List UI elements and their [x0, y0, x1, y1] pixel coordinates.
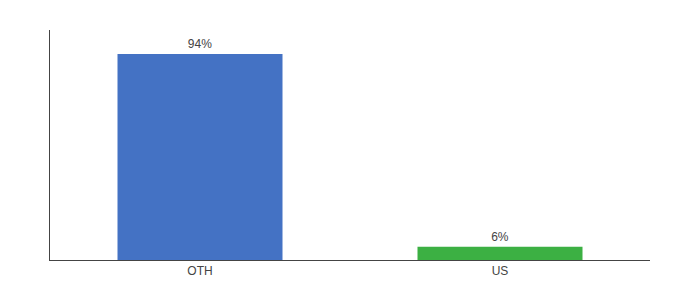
svg-text:US: US [492, 264, 509, 278]
svg-text:OTH: OTH [187, 264, 212, 278]
svg-text:6%: 6% [491, 230, 509, 244]
svg-text:94%: 94% [188, 37, 212, 51]
